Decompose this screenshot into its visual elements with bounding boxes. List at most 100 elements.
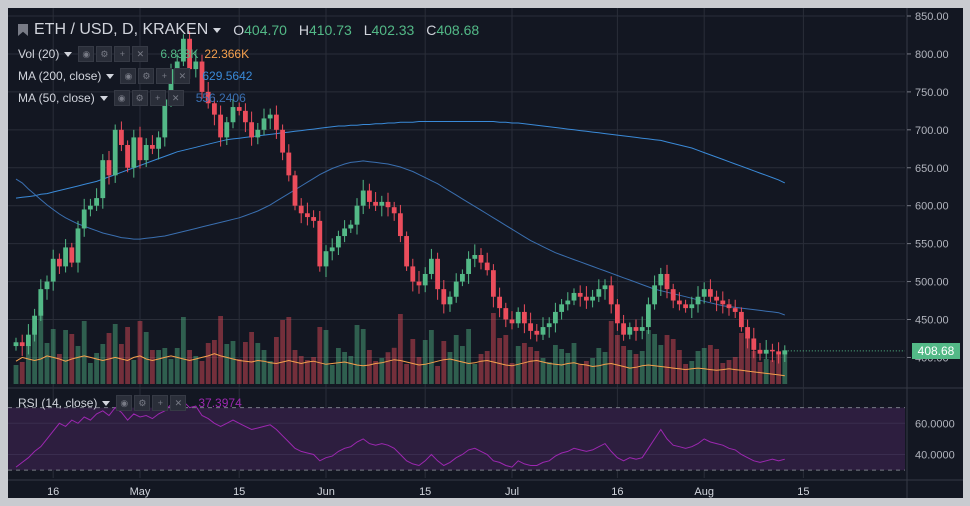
candle-body — [720, 300, 726, 305]
candle-body — [484, 262, 490, 271]
gear-icon[interactable]: ⚙ — [96, 46, 113, 62]
candle-body — [677, 300, 682, 305]
volume-bar — [280, 320, 285, 384]
volume-bar — [714, 349, 719, 384]
eye-icon[interactable]: ◉ — [116, 395, 133, 411]
eye-icon[interactable]: ◉ — [120, 68, 137, 84]
close-icon[interactable]: ✕ — [167, 90, 184, 106]
plus-icon[interactable]: + — [149, 90, 166, 106]
rsi-legend[interactable]: RSI (14, close) ◉ ⚙ + ✕ 37.3974 — [18, 395, 242, 411]
chevron-down-icon[interactable] — [106, 73, 115, 79]
volume-label[interactable]: Vol (20) — [18, 47, 60, 61]
candle-body — [546, 323, 552, 328]
candle-body — [751, 338, 757, 350]
price-chart[interactable]: 850.00 800.00 750.00 700.00 650.00 600.00 550.… — [8, 8, 963, 498]
candle-body — [571, 292, 577, 301]
volume-bar — [509, 363, 515, 384]
candle-body — [385, 201, 391, 208]
ma50-label[interactable]: MA (50, close) — [18, 91, 95, 105]
candle-body — [348, 224, 354, 229]
indicator-buttons: ◉ ⚙ + ✕ — [120, 68, 191, 84]
price-tick-label: 850.00 — [915, 11, 949, 23]
chevron-down-icon[interactable] — [102, 400, 111, 406]
volume-bar — [162, 348, 168, 384]
volume-bar — [422, 340, 428, 384]
volume-bar — [274, 337, 279, 384]
candle-body — [639, 327, 645, 331]
candle-body — [776, 351, 781, 355]
gear-icon[interactable]: ⚙ — [131, 90, 148, 106]
close-icon[interactable]: ✕ — [170, 395, 187, 411]
candle-body — [726, 304, 732, 309]
high-label: H — [298, 22, 309, 38]
last-price-tag: 408.68 — [912, 342, 960, 359]
ma200-line — [15, 121, 786, 199]
volume-legend[interactable]: Vol (20) ◉ ⚙ + ✕ 6.838K 22.366K — [18, 46, 249, 62]
volume-bar — [125, 327, 130, 384]
plus-icon[interactable]: + — [152, 395, 169, 411]
volume-bar — [528, 347, 533, 384]
volume-bar — [503, 335, 509, 384]
ma50-legend[interactable]: MA (50, close) ◉ ⚙ + ✕ 556.2406 — [18, 90, 246, 106]
volume-bar — [267, 361, 273, 384]
volume-bar — [131, 360, 137, 384]
symbol-title[interactable]: ETH / USD, D, KRAKEN — [34, 21, 209, 38]
volume-bar — [305, 360, 310, 384]
candle-body — [664, 273, 670, 290]
price-tick-label: 550.00 — [915, 239, 949, 251]
gear-icon[interactable]: ⚙ — [134, 395, 151, 411]
gear-icon[interactable]: ⚙ — [138, 68, 155, 84]
candle-body — [69, 247, 75, 263]
ma200-legend[interactable]: MA (200, close) ◉ ⚙ + ✕ 629.5642 — [18, 68, 252, 84]
candle-body — [317, 220, 323, 267]
chevron-down-icon[interactable] — [64, 51, 73, 57]
rsi-tick-label: 40.0000 — [915, 450, 955, 462]
volume-bar — [763, 359, 769, 384]
candle-body — [63, 247, 68, 267]
candle-body — [398, 213, 403, 237]
volume-bar — [298, 356, 304, 384]
chevron-down-icon[interactable] — [99, 95, 108, 101]
candle-body — [19, 342, 25, 347]
candle-body — [509, 319, 515, 324]
eye-icon[interactable]: ◉ — [113, 90, 130, 106]
candle-body — [447, 296, 453, 305]
ma200-label[interactable]: MA (200, close) — [18, 69, 102, 83]
chart-frame[interactable]: 850.00 800.00 750.00 700.00 650.00 600.00 550.… — [8, 8, 963, 498]
volume-bar — [292, 350, 298, 384]
volume-bar — [615, 335, 620, 384]
volume-bar — [776, 354, 781, 384]
candle-body — [714, 296, 719, 301]
candle-body — [590, 296, 595, 301]
candle-body — [596, 289, 602, 297]
flag-icon[interactable] — [18, 24, 28, 36]
candle-body — [695, 296, 701, 305]
chevron-down-icon[interactable] — [213, 27, 222, 33]
candle-body — [267, 114, 273, 119]
candle-body — [497, 296, 502, 309]
candle-body — [763, 349, 769, 354]
volume-bar — [44, 343, 50, 384]
candle-body — [466, 258, 471, 274]
volume-bar — [404, 364, 409, 384]
volume-bar — [224, 344, 230, 384]
candle-body — [32, 315, 37, 335]
candle-body — [224, 122, 230, 138]
low-value: 402.33 — [371, 22, 415, 38]
candle-body — [435, 258, 440, 290]
eye-icon[interactable]: ◉ — [78, 46, 95, 62]
candle-body — [360, 190, 366, 206]
candle-body — [453, 281, 459, 297]
candle-body — [565, 300, 571, 305]
candle-body — [137, 137, 143, 161]
volume-bar — [770, 360, 775, 384]
close-icon[interactable]: ✕ — [174, 68, 191, 84]
candle-body — [57, 258, 62, 267]
volume-bar — [398, 314, 403, 384]
close-icon[interactable]: ✕ — [132, 46, 149, 62]
volume-bar — [261, 350, 267, 384]
candle-body — [491, 270, 496, 297]
plus-icon[interactable]: + — [156, 68, 173, 84]
plus-icon[interactable]: + — [114, 46, 131, 62]
rsi-label[interactable]: RSI (14, close) — [18, 396, 98, 410]
